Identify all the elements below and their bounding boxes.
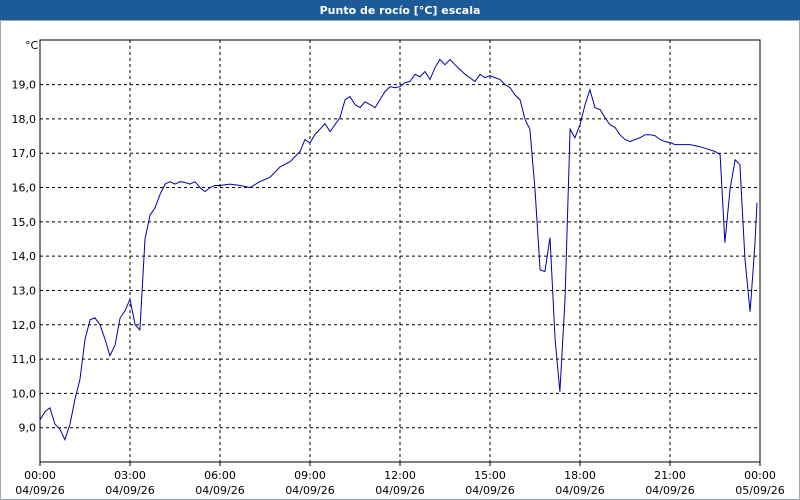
data-line (39, 58, 758, 442)
x-tick-date: 04/09/26 (645, 484, 694, 497)
y-tick-label: 14,0 (12, 250, 37, 263)
y-tick-label: 18,0 (12, 113, 37, 126)
y-axis-label: °C (25, 39, 39, 52)
x-tick-label: 15:00 (474, 469, 506, 482)
y-tick-label: 17,0 (12, 147, 37, 160)
x-tick-date: 04/09/26 (195, 484, 244, 497)
x-tick-date: 04/09/26 (285, 484, 334, 497)
x-tick-date: 04/09/26 (555, 484, 604, 497)
x-tick-date: 04/09/26 (375, 484, 424, 497)
x-tick-label: 00:00 (24, 469, 56, 482)
x-tick-date: 05/09/26 (735, 484, 784, 497)
title-bar (0, 0, 800, 20)
x-tick-label: 00:00 (744, 469, 776, 482)
x-tick-date: 04/09/26 (15, 484, 64, 497)
x-tick-date: 04/09/26 (105, 484, 154, 497)
y-tick-label: 13,0 (12, 284, 37, 297)
y-tick-label: 12,0 (12, 319, 37, 332)
y-tick-label: 19,0 (12, 79, 37, 92)
y-tick-label: 16,0 (12, 182, 37, 195)
x-tick-label: 12:00 (384, 469, 416, 482)
x-tick-label: 03:00 (114, 469, 146, 482)
y-tick-label: 10,0 (12, 387, 37, 400)
y-tick-label: 9,0 (19, 422, 37, 435)
y-tick-label: 11,0 (12, 353, 37, 366)
x-tick-date: 04/09/26 (465, 484, 514, 497)
chart-title: Punto de rocío [°C] escala (320, 4, 481, 17)
x-tick-label: 09:00 (294, 469, 326, 482)
x-tick-label: 21:00 (654, 469, 686, 482)
y-tick-label: 15,0 (12, 216, 37, 229)
x-tick-label: 18:00 (564, 469, 596, 482)
x-tick-label: 06:00 (204, 469, 236, 482)
